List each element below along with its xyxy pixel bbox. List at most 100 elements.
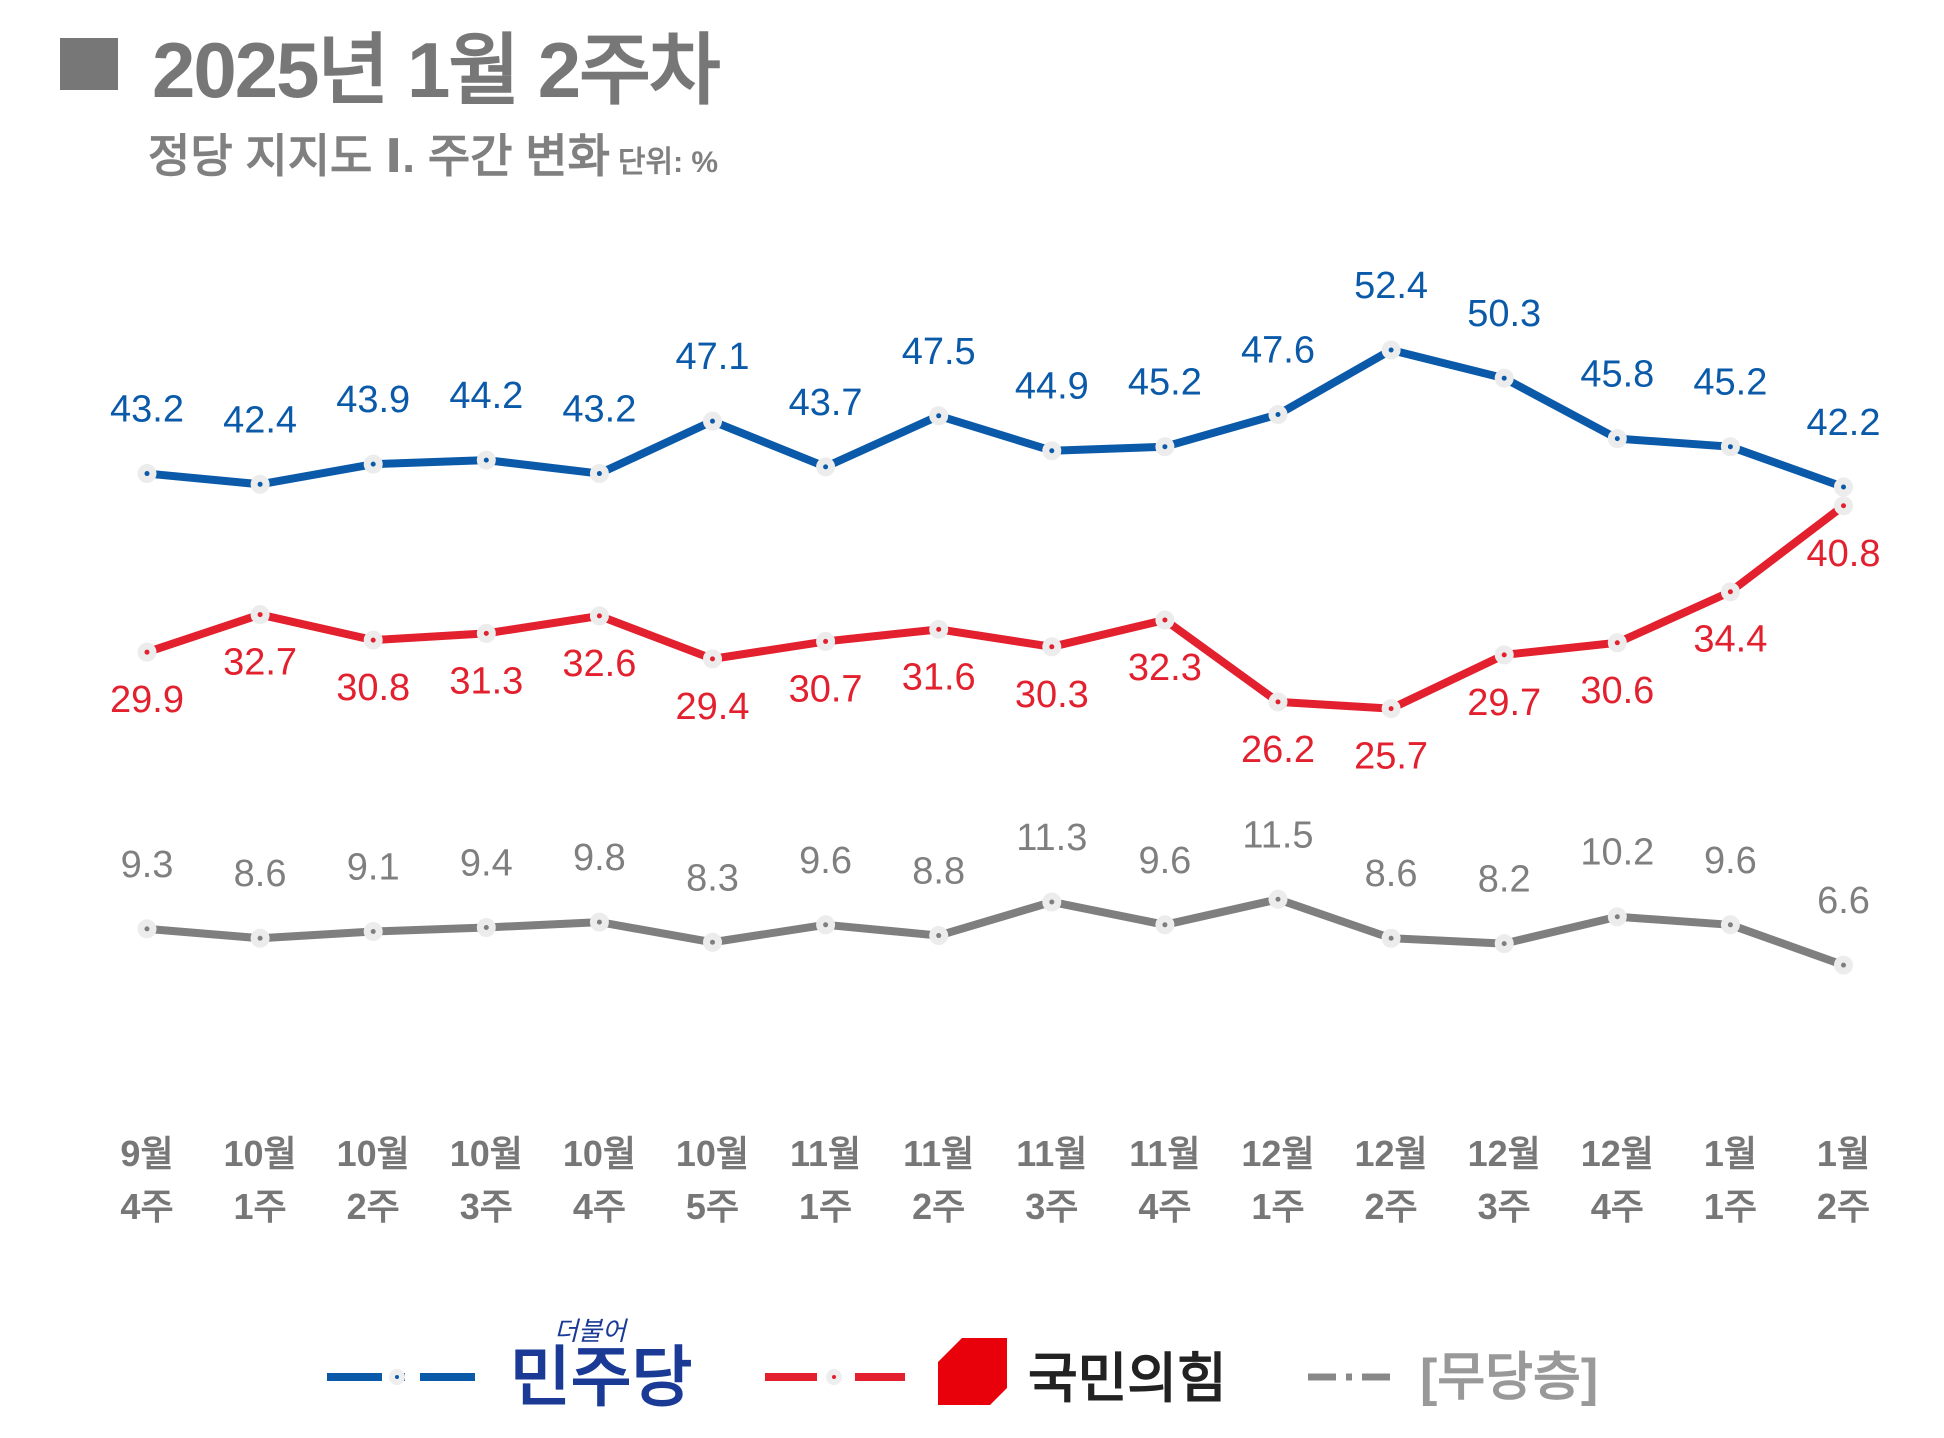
data-point-ppp — [1720, 582, 1740, 602]
series-line-ppp — [145, 502, 1846, 713]
data-label-independent: 8.6 — [1365, 853, 1418, 895]
legend-item-ppp: 국민의힘 — [765, 1338, 1227, 1409]
data-label-independent: 11.3 — [1016, 817, 1087, 859]
legend-item-democratic: 더불어 민주당 — [327, 1316, 692, 1414]
data-label-ppp: 30.3 — [1015, 674, 1089, 716]
data-label-democratic: 52.4 — [1354, 265, 1428, 307]
data-label-independent: 9.3 — [121, 844, 174, 886]
x-tick-label: 2주 — [912, 1186, 965, 1227]
data-label-democratic: 47.5 — [902, 331, 976, 373]
x-tick-label: 3주 — [460, 1186, 513, 1227]
data-point-independent — [1155, 915, 1175, 935]
data-label-independent: 9.6 — [799, 840, 852, 882]
data-label-independent: 10.2 — [1580, 832, 1654, 874]
data-label-ppp: 29.7 — [1467, 682, 1541, 724]
data-point-independent — [1268, 889, 1288, 909]
x-tick-label: 2주 — [1817, 1186, 1870, 1227]
data-label-ppp: 40.8 — [1807, 533, 1881, 575]
data-point-independent — [1494, 934, 1514, 954]
data-label-democratic: 43.2 — [562, 389, 636, 431]
data-point-independent — [929, 926, 949, 946]
x-tick-label: 1주 — [234, 1186, 287, 1227]
data-point-democratic — [250, 474, 270, 494]
unit-label: 단위: % — [617, 146, 719, 179]
data-point-ppp — [1607, 633, 1627, 653]
data-point-ppp — [1381, 699, 1401, 719]
x-tick-label: 1월 — [1704, 1133, 1757, 1174]
x-tick-label: 12월 — [1355, 1133, 1428, 1174]
data-point-independent — [1381, 928, 1401, 948]
data-point-democratic — [1607, 429, 1627, 449]
data-point-ppp — [816, 631, 836, 651]
data-label-independent: 9.6 — [1138, 840, 1191, 882]
data-point-independent — [1834, 955, 1853, 975]
series-line-independent — [146, 895, 1845, 969]
data-point-democratic — [1042, 441, 1062, 461]
x-tick-label: 5주 — [686, 1186, 739, 1227]
data-label-ppp: 31.3 — [449, 660, 523, 702]
data-point-democratic — [929, 406, 949, 426]
data-label-democratic: 42.2 — [1807, 402, 1881, 444]
data-point-independent — [589, 912, 609, 932]
data-label-democratic: 43.9 — [336, 379, 410, 421]
data-point-independent — [1042, 892, 1062, 912]
title-text: 2025년 1월 2주차 — [152, 26, 721, 114]
x-tick-label: 3주 — [1478, 1186, 1531, 1227]
data-point-democratic — [137, 464, 157, 484]
x-tick-label: 12월 — [1468, 1133, 1541, 1174]
data-label-democratic: 47.6 — [1241, 329, 1315, 371]
data-label-ppp: 32.3 — [1128, 647, 1202, 689]
data-label-independent: 8.6 — [234, 853, 287, 895]
data-point-democratic — [589, 464, 609, 484]
data-point-democratic — [1381, 340, 1401, 360]
x-tick-label: 2주 — [347, 1186, 400, 1227]
legend-dem-sub: 더불어 — [554, 1316, 629, 1346]
subtitle-text: 정당 지지도 Ⅰ. 주간 변화 — [148, 130, 610, 182]
data-point-ppp — [476, 623, 496, 643]
data-point-democratic — [1720, 437, 1740, 457]
x-tick-label: 10월 — [337, 1133, 410, 1174]
data-point-independent — [1720, 915, 1740, 935]
data-label-independent: 8.3 — [686, 857, 739, 899]
data-point-democratic — [1494, 368, 1514, 388]
legend: 더불어 민주당 국민의힘 [무당층] — [327, 1316, 1598, 1414]
data-label-ppp: 30.8 — [336, 667, 410, 709]
series-line-democratic — [146, 346, 1845, 491]
x-tick-label: 4주 — [1591, 1186, 1644, 1227]
data-point-independent — [1607, 907, 1627, 927]
x-tick-label: 11월 — [1016, 1133, 1087, 1174]
x-tick-label: 2주 — [1365, 1186, 1418, 1227]
x-tick-label: 4주 — [1138, 1186, 1191, 1227]
x-tick-label: 12월 — [1581, 1133, 1654, 1174]
data-point-democratic — [816, 457, 836, 477]
data-label-democratic: 43.7 — [789, 382, 863, 424]
data-label-ppp: 32.7 — [223, 642, 297, 684]
ppp-logo-icon — [938, 1338, 1007, 1405]
x-tick-label: 3주 — [1025, 1186, 1078, 1227]
x-tick-label: 10월 — [450, 1133, 523, 1174]
data-label-ppp: 29.4 — [676, 686, 750, 728]
data-point-independent — [137, 919, 157, 939]
data-point-democratic — [1834, 477, 1853, 497]
data-point-ppp — [703, 649, 722, 669]
data-label-ppp: 29.9 — [110, 679, 184, 721]
data-label-independent: 9.4 — [460, 842, 513, 884]
data-point-democratic — [363, 454, 383, 474]
data-point-ppp — [363, 630, 383, 650]
data-label-ppp: 25.7 — [1354, 736, 1428, 778]
data-point-independent — [363, 922, 383, 942]
data-label-independent: 8.2 — [1478, 859, 1531, 901]
x-tick-label: 9월 — [120, 1133, 173, 1174]
x-tick-label: 11월 — [790, 1133, 861, 1174]
data-point-ppp — [1494, 645, 1514, 665]
x-tick-label: 1월 — [1817, 1133, 1870, 1174]
x-tick-label: 12월 — [1241, 1133, 1314, 1174]
data-label-independent: 6.6 — [1817, 880, 1870, 922]
data-label-independent: 9.6 — [1704, 840, 1757, 882]
legend-ppp-label: 국민의힘 — [1028, 1349, 1227, 1409]
data-label-independent: 9.1 — [347, 847, 400, 889]
data-label-independent: 8.8 — [912, 851, 965, 893]
x-tick-label: 11월 — [903, 1133, 974, 1174]
legend-item-independent: [무당층] — [1308, 1349, 1598, 1407]
data-point-ppp — [250, 605, 270, 625]
